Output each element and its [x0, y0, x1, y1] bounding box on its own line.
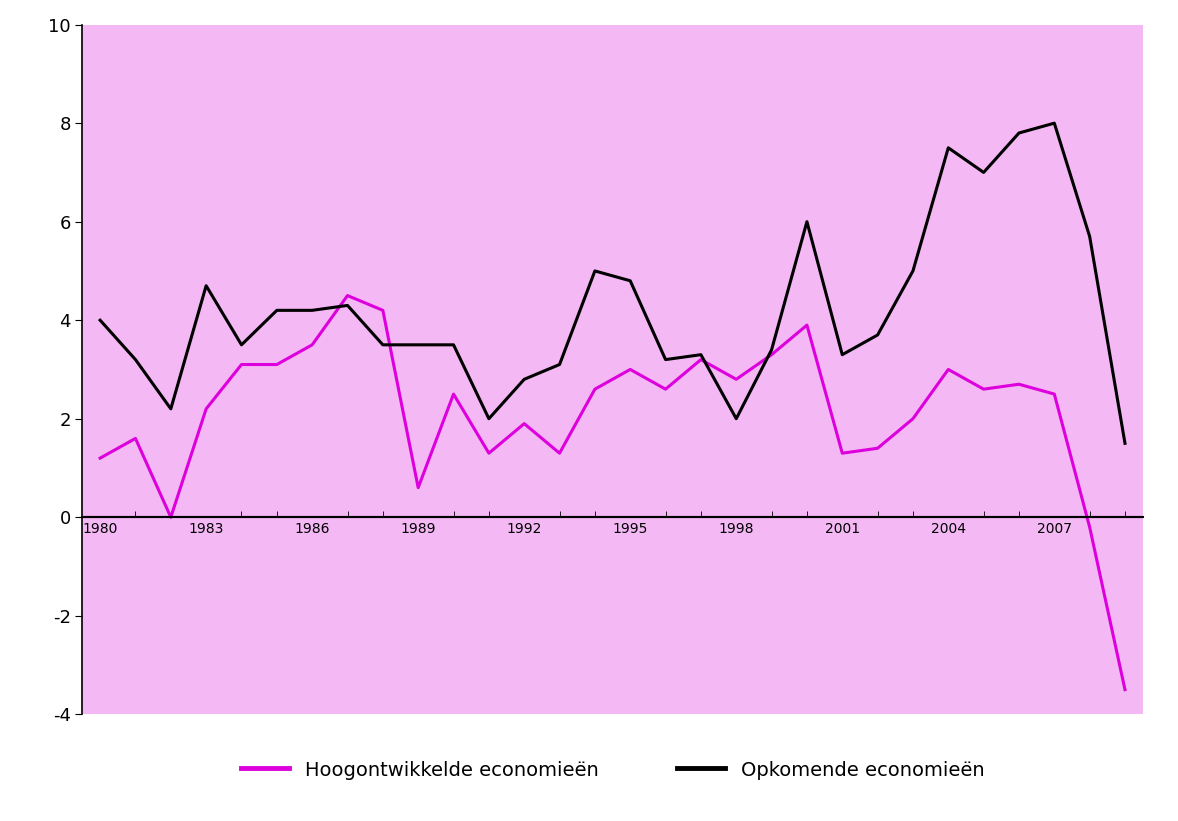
Hoogontwikkelde economieën [941, 365, 955, 374]
Line: Hoogontwikkelde economieën: Hoogontwikkelde economieën [100, 296, 1125, 690]
Opkomende economieën [977, 167, 991, 177]
Hoogontwikkelde economieën [199, 404, 213, 414]
Opkomende economieën [411, 340, 425, 350]
Opkomende economieën [376, 340, 390, 350]
Hoogontwikkelde economieën [765, 350, 779, 360]
Hoogontwikkelde economieën [376, 305, 390, 315]
Hoogontwikkelde economieën [93, 453, 107, 463]
Hoogontwikkelde economieën [1047, 389, 1061, 399]
Opkomende economieën [199, 281, 213, 291]
Hoogontwikkelde economieën [234, 360, 249, 369]
Line: Opkomende economieën: Opkomende economieën [100, 123, 1125, 443]
Opkomende economieën [588, 266, 602, 276]
Opkomende economieën [270, 305, 284, 315]
Hoogontwikkelde economieën [659, 384, 673, 394]
Hoogontwikkelde economieën [729, 374, 743, 384]
Hoogontwikkelde economieën [835, 448, 849, 458]
Hoogontwikkelde economieën [340, 291, 355, 300]
Hoogontwikkelde economieën [906, 414, 920, 424]
Opkomende economieën [128, 355, 143, 365]
Opkomende economieën [694, 350, 708, 360]
Opkomende economieën [1083, 232, 1097, 241]
Hoogontwikkelde economieën [305, 340, 319, 350]
Opkomende economieën [1118, 438, 1132, 448]
Opkomende economieën [623, 276, 637, 286]
Hoogontwikkelde economieën [517, 419, 531, 429]
Hoogontwikkelde economieën [270, 360, 284, 369]
Hoogontwikkelde economieën [1012, 379, 1026, 389]
Hoogontwikkelde economieën [446, 389, 461, 399]
Hoogontwikkelde economieën [552, 448, 567, 458]
Hoogontwikkelde economieën [694, 355, 708, 365]
Opkomende economieën [800, 217, 814, 227]
Hoogontwikkelde economieën [164, 512, 178, 522]
Opkomende economieën [482, 414, 496, 424]
Legend: Hoogontwikkelde economieën, Opkomende economieën: Hoogontwikkelde economieën, Opkomende e… [233, 753, 992, 787]
Opkomende economieën [340, 300, 355, 310]
Opkomende economieën [1047, 118, 1061, 128]
Hoogontwikkelde economieën [482, 448, 496, 458]
Opkomende economieën [871, 330, 885, 340]
Opkomende economieën [765, 345, 779, 355]
Opkomende economieën [164, 404, 178, 414]
Hoogontwikkelde economieën [588, 384, 602, 394]
Opkomende economieën [659, 355, 673, 365]
Opkomende economieën [446, 340, 461, 350]
Opkomende economieën [1012, 128, 1026, 138]
Hoogontwikkelde economieën [1083, 522, 1097, 532]
Hoogontwikkelde economieën [1118, 685, 1132, 695]
Opkomende economieën [234, 340, 249, 350]
Hoogontwikkelde economieën [128, 433, 143, 443]
Hoogontwikkelde economieën [871, 443, 885, 453]
Hoogontwikkelde economieën [411, 483, 425, 493]
Hoogontwikkelde economieën [977, 384, 991, 394]
Opkomende economieën [729, 414, 743, 424]
Opkomende economieën [835, 350, 849, 360]
Opkomende economieën [517, 374, 531, 384]
Opkomende economieën [906, 266, 920, 276]
Opkomende economieën [93, 315, 107, 325]
Hoogontwikkelde economieën [800, 320, 814, 330]
Hoogontwikkelde economieën [623, 365, 637, 374]
Opkomende economieën [305, 305, 319, 315]
Opkomende economieën [941, 143, 955, 153]
Opkomende economieën [552, 360, 567, 369]
